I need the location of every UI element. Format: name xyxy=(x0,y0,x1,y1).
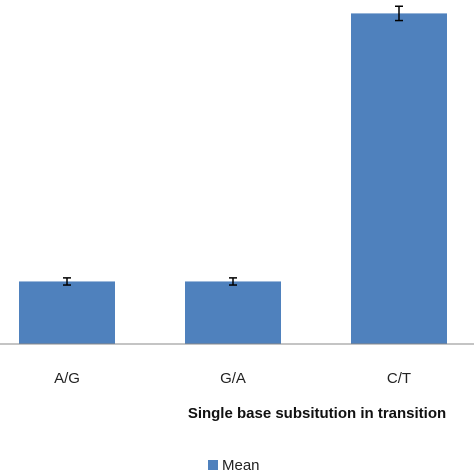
error-bar-g-a xyxy=(229,277,237,286)
legend: Mean xyxy=(208,457,260,474)
bars-layer xyxy=(19,13,447,345)
error-bars-layer xyxy=(63,5,403,286)
bar-g-a xyxy=(185,281,281,344)
x-tick-label-c-t: C/T xyxy=(387,370,411,387)
error-bar-a-g xyxy=(63,277,71,286)
legend-swatch xyxy=(208,460,218,470)
x-tick-labels: A/G G/A C/T xyxy=(54,370,411,387)
x-tick-label-a-g: A/G xyxy=(54,370,80,387)
x-tick-label-g-a: G/A xyxy=(220,370,246,387)
x-axis-label: Single base subsitution in transition xyxy=(188,405,446,422)
bar-c-t xyxy=(351,13,447,345)
bar-a-g xyxy=(19,281,115,344)
error-bar-c-t xyxy=(395,5,403,22)
legend-label-mean: Mean xyxy=(222,457,260,474)
